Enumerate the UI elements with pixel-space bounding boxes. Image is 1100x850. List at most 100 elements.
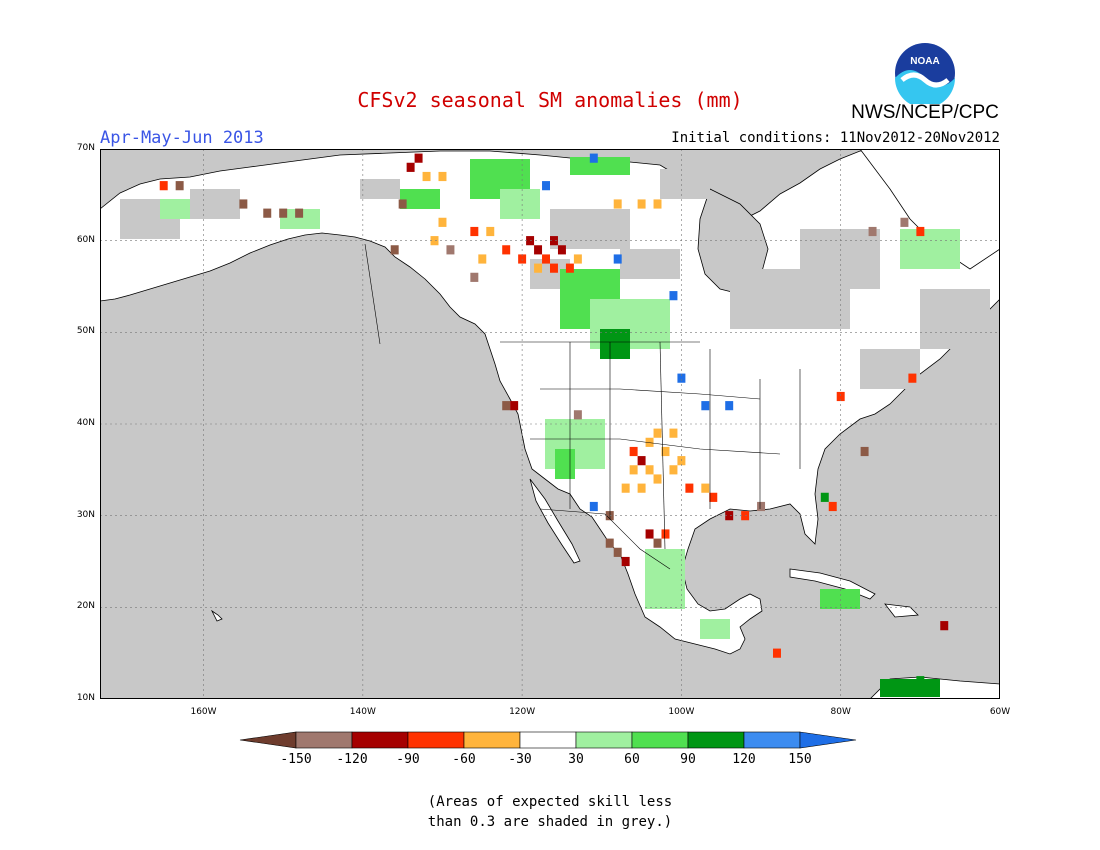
color-bar-label: 120 <box>732 752 756 767</box>
skill-note: (Areas of expected skill less than 0.3 a… <box>0 792 1100 832</box>
anomaly-cell <box>422 171 431 182</box>
longitude-tick-label: 100W <box>668 707 695 717</box>
color-bar-label: 30 <box>568 752 584 767</box>
map-frame <box>100 149 1000 699</box>
anomaly-cell <box>701 401 710 411</box>
anomaly-cell <box>629 465 638 475</box>
anomaly-cell <box>263 208 272 218</box>
longitude-tick-label: 160W <box>190 707 217 717</box>
initial-conditions-label: Initial conditions: 11Nov2012-20Nov2012 <box>671 130 1000 146</box>
anomaly-cell <box>709 492 718 502</box>
skill-note-line-1: (Areas of expected skill less <box>427 794 673 810</box>
anomaly-cell <box>438 217 447 227</box>
anomaly-cell <box>645 465 654 475</box>
color-bar-segment <box>519 731 577 749</box>
agency-label: NWS/NCEP/CPC <box>851 102 999 123</box>
anomaly-cell <box>502 245 511 255</box>
color-bar-label: -60 <box>452 752 476 767</box>
anomaly-cell <box>685 483 694 493</box>
color-bar <box>239 731 857 749</box>
skill-note-line-2: than 0.3 are shaded in grey.) <box>427 814 673 830</box>
color-bar-arrow-high <box>799 731 857 749</box>
anomaly-cell <box>502 401 511 411</box>
color-bar-segment <box>351 731 409 749</box>
anomaly-cell <box>820 492 829 502</box>
color-bar-label: -30 <box>508 752 532 767</box>
political-boundaries <box>364 243 801 570</box>
anomaly-cell <box>550 236 558 246</box>
anomaly-cell <box>725 401 734 411</box>
latitude-tick-label: 10N <box>76 693 95 703</box>
anomaly-cell <box>430 236 439 246</box>
anomaly-cell <box>398 199 407 209</box>
anomaly-cell <box>629 446 638 457</box>
anomaly-cell <box>518 254 527 264</box>
us-mexico-border <box>539 508 671 570</box>
anomaly-cell <box>573 410 582 420</box>
anomaly-cell <box>669 465 678 475</box>
anomaly-cell <box>534 263 543 273</box>
anomaly-cell <box>390 245 399 255</box>
alaska-canada-border <box>364 243 381 345</box>
graticule <box>100 149 1000 699</box>
anomaly-cell <box>542 254 550 264</box>
anomaly-cell <box>557 245 566 255</box>
longitude-tick-label: 140W <box>349 707 376 717</box>
anomaly-cell <box>621 556 630 567</box>
anomaly-cell <box>653 474 662 484</box>
anomaly-cell <box>701 483 710 493</box>
anomaly-cell <box>725 511 734 521</box>
anomaly-cell <box>605 538 614 548</box>
latitude-tick-label: 20N <box>76 601 95 612</box>
anomaly-cell <box>661 529 670 539</box>
color-bar-segment <box>407 731 465 749</box>
anomaly-cell <box>175 181 184 191</box>
anomaly-cell <box>621 483 630 493</box>
anomaly-cell <box>159 181 168 191</box>
anomaly-cell <box>470 226 479 237</box>
latitude-tick-label: 40N <box>76 418 95 428</box>
green-anomaly-patches <box>160 157 960 697</box>
color-bar-label: -150 <box>280 752 312 767</box>
color-bar-arrow-low <box>239 731 297 749</box>
color-bar-segment <box>631 731 689 749</box>
anomaly-cell <box>669 291 678 301</box>
color-bar-label: 60 <box>624 752 640 767</box>
anomaly-cell <box>653 199 662 209</box>
anomaly-cell <box>653 428 662 438</box>
anomaly-cell <box>239 199 248 209</box>
anomaly-cell <box>613 547 622 557</box>
anomaly-cell <box>677 373 686 383</box>
anomaly-cell <box>940 621 949 631</box>
anomaly-cell <box>486 226 495 237</box>
anomaly-cell <box>613 199 622 209</box>
anomaly-cell <box>669 428 678 438</box>
anomaly-cell <box>414 153 423 163</box>
anomaly-cell <box>589 501 598 512</box>
anomaly-cell <box>836 391 845 402</box>
latitude-tick-label: 50N <box>76 326 95 337</box>
low-skill-areas <box>120 169 990 389</box>
longitude-tick-label: 120W <box>509 707 536 717</box>
anomaly-cell <box>542 181 550 191</box>
anomaly-cell <box>661 446 670 457</box>
color-bar-label: -90 <box>396 752 420 767</box>
anomaly-cell <box>279 208 288 218</box>
anomaly-cell <box>565 263 574 273</box>
anomaly-cell <box>868 226 877 237</box>
color-bar-label: -120 <box>336 752 368 767</box>
soil-moisture-anomaly-map <box>100 149 1000 699</box>
anomaly-cell <box>653 538 662 548</box>
season-label: Apr-May-Jun 2013 <box>100 128 264 148</box>
anomaly-cell <box>828 501 837 512</box>
anomaly-cell <box>916 676 925 686</box>
anomaly-cell <box>589 153 598 163</box>
color-bar-label: 150 <box>788 752 812 767</box>
latitude-tick-label: 30N <box>76 509 95 520</box>
hawaii-land <box>210 609 223 622</box>
logo-text: NOAA <box>910 56 939 67</box>
hispaniola-land <box>884 603 919 618</box>
longitude-tick-label: 80W <box>830 707 851 717</box>
latitude-tick-label: 60N <box>76 234 95 245</box>
anomaly-cell <box>637 483 646 493</box>
